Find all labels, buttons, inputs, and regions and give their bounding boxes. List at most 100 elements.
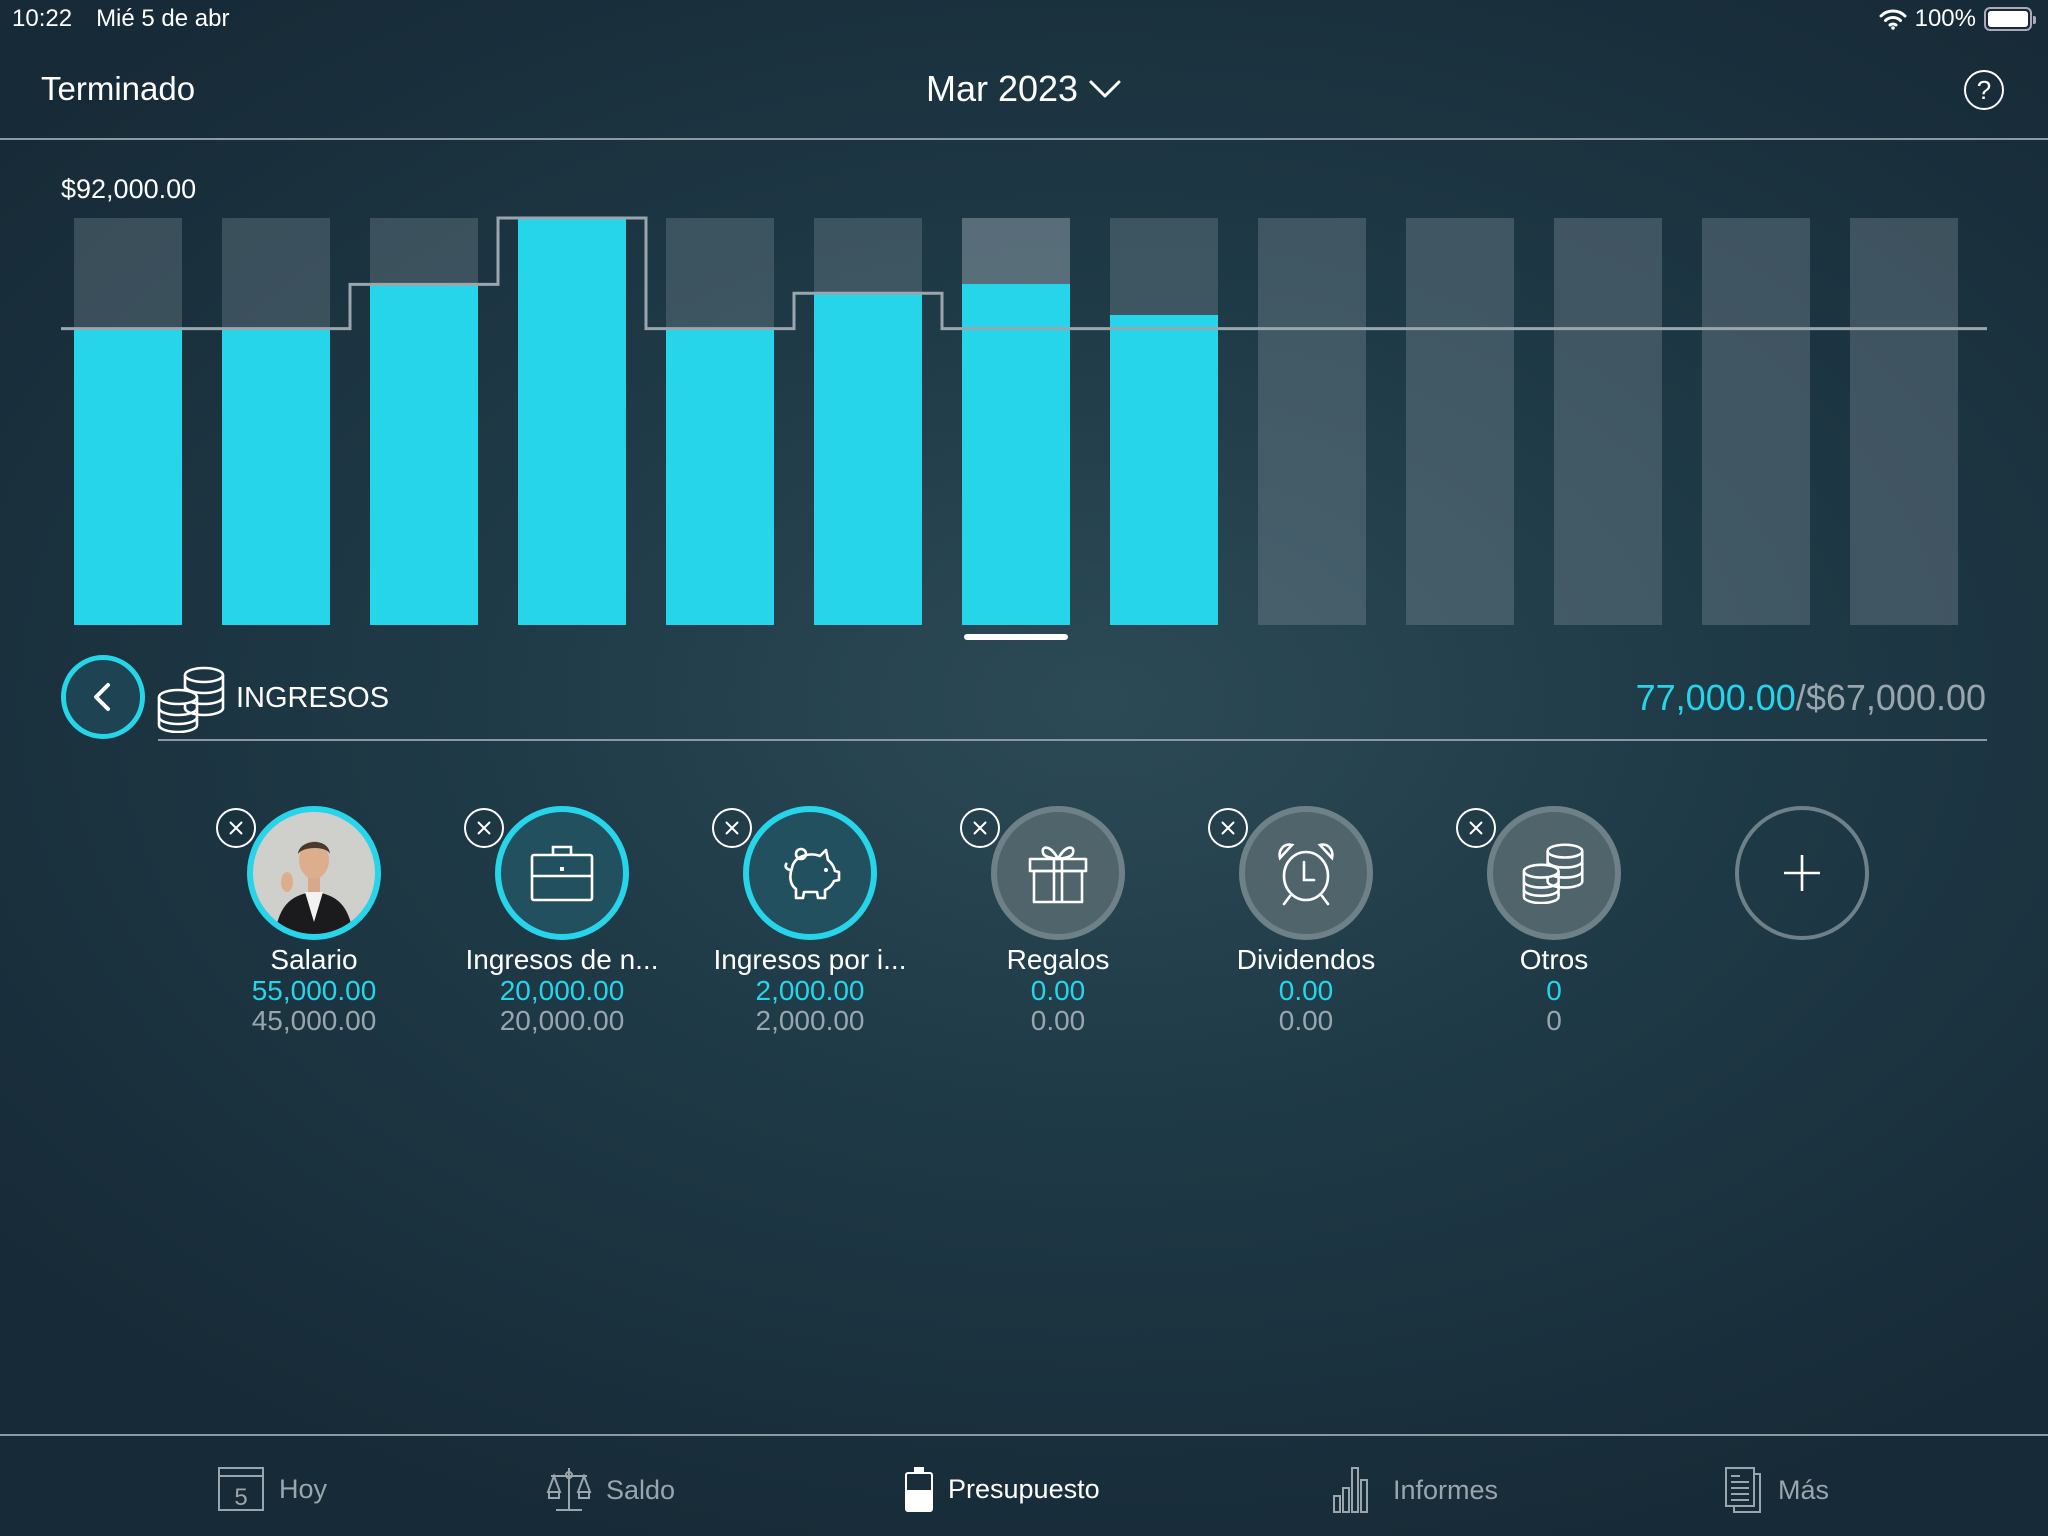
battery-icon — [1984, 7, 2036, 31]
tab-saldo[interactable]: Saldo — [546, 1466, 675, 1514]
subcategory-name: Ingresos por i... — [713, 944, 907, 975]
subcategory-circle[interactable] — [495, 806, 629, 940]
subcategory-circle[interactable] — [1487, 806, 1621, 940]
briefcase-icon — [530, 845, 594, 902]
tab-hoy[interactable]: 5 Hoy — [217, 1466, 327, 1512]
subcategory-regalos[interactable]: Regalos 0.00 0.00 — [934, 806, 1182, 1036]
chart-bar[interactable] — [666, 218, 774, 625]
remove-button[interactable] — [216, 808, 256, 848]
subcategory-name: Otros — [1519, 944, 1589, 975]
subcategory-name: Regalos — [1006, 944, 1110, 975]
subcategory-ingresos-intereses[interactable]: Ingresos por i... 2,000.00 2,000.00 — [686, 806, 934, 1036]
calendar-icon: 5 — [218, 1467, 264, 1511]
close-icon — [229, 821, 243, 835]
gift-icon — [1028, 846, 1088, 904]
nav-bar: Terminado Mar 2023 ? — [0, 40, 2048, 140]
subcategory-name: Salario — [270, 944, 358, 975]
subcategory-otros[interactable]: Otros 0 0 — [1430, 806, 1678, 1036]
chart-bar-actual — [74, 328, 182, 625]
subcategory-dividendos[interactable]: Dividendos 0.00 0.00 — [1182, 806, 1430, 1036]
tab-label: Informes — [1393, 1474, 1499, 1505]
subcategory-actual: 20,000.00 — [499, 975, 625, 1006]
coins-icon — [157, 666, 225, 733]
subcategory-circle[interactable] — [743, 806, 877, 940]
budget-chart: $92,000.00 — [0, 140, 2048, 660]
subcategory-circle[interactable] — [1239, 806, 1373, 940]
chevron-left-icon — [94, 683, 110, 711]
chart-bar[interactable] — [74, 218, 182, 625]
subcategory-circle[interactable] — [247, 806, 381, 940]
subcategory-salario[interactable]: Salario 55,000.00 45,000.00 — [190, 806, 438, 1036]
chart-bar[interactable] — [962, 218, 1070, 625]
tab-label: Más — [1778, 1474, 1830, 1505]
chart-bar-actual — [814, 293, 922, 625]
subcategory-name: Ingresos de n... — [465, 944, 659, 975]
remove-button[interactable] — [1208, 808, 1248, 848]
svg-text:5: 5 — [234, 1484, 247, 1511]
coins-icon — [1522, 843, 1584, 904]
month-title: Mar 2023 — [925, 68, 1079, 109]
close-icon — [725, 821, 739, 835]
category-separator: / — [1795, 677, 1806, 718]
tab-mas[interactable]: Más — [1724, 1466, 1829, 1514]
chart-max-label: $92,000.00 — [61, 174, 197, 204]
remove-button[interactable] — [464, 808, 504, 848]
chart-bar[interactable] — [1406, 218, 1514, 625]
remove-button[interactable] — [1456, 808, 1496, 848]
wifi-icon — [1879, 9, 1907, 30]
subcategory-budget: 2,000.00 — [755, 1005, 865, 1036]
close-icon — [1221, 821, 1235, 835]
close-icon — [973, 821, 987, 835]
tab-informes[interactable]: Informes — [1333, 1466, 1498, 1514]
subcategory-budget: 20,000.00 — [499, 1005, 625, 1036]
budget-step-line — [61, 216, 1987, 331]
status-bar: 10:22 Mié 5 de abr 100% — [0, 0, 2048, 40]
chart-bar[interactable] — [1258, 218, 1366, 625]
subcategory-circle[interactable] — [991, 806, 1125, 940]
tab-bar: 5 Hoy Saldo Presupuesto — [0, 1434, 2048, 1536]
remove-button[interactable] — [960, 808, 1000, 848]
subcategory-budget: 0.00 — [1278, 1005, 1334, 1036]
subcategory-actual: 0.00 — [1278, 975, 1334, 1006]
chart-bar[interactable] — [1554, 218, 1662, 625]
subcategory-budget: 45,000.00 — [251, 1005, 377, 1036]
chart-bar[interactable] — [1110, 218, 1218, 625]
category-actual: 77,000.00 — [1635, 677, 1796, 718]
chart-bar[interactable] — [1850, 218, 1958, 625]
category-budget: $67,000.00 — [1805, 677, 1986, 718]
chart-bar-actual — [666, 328, 774, 625]
subcategory-actual: 55,000.00 — [251, 975, 377, 1006]
chart-bar-actual — [1110, 315, 1218, 625]
add-subcategory[interactable] — [1678, 806, 1926, 940]
add-subcategory-button[interactable] — [1735, 806, 1869, 940]
chevron-down-icon — [1089, 80, 1121, 98]
done-button[interactable]: Terminado — [41, 70, 196, 107]
back-button[interactable] — [61, 655, 145, 739]
tab-label: Hoy — [279, 1473, 328, 1504]
close-icon — [1469, 821, 1483, 835]
avatar — [253, 812, 375, 934]
chart-bar[interactable] — [518, 218, 626, 625]
jar-icon — [905, 1467, 933, 1512]
month-picker[interactable]: Mar 2023 — [926, 68, 1122, 110]
chart-bar[interactable] — [814, 218, 922, 625]
category-totals: 77,000.00/$67,000.00 — [1636, 677, 1986, 719]
tab-presupuesto[interactable]: Presupuesto — [904, 1466, 1100, 1512]
chart-bar-actual — [962, 284, 1070, 625]
tab-label: Presupuesto — [948, 1473, 1100, 1504]
subcategory-ingresos-negocio[interactable]: Ingresos de n... 20,000.00 20,000.00 — [438, 806, 686, 1036]
subcategory-actual: 0.00 — [1030, 975, 1086, 1006]
status-date: Mié 5 de abr — [96, 5, 230, 32]
remove-button[interactable] — [712, 808, 752, 848]
status-time: 10:22 — [12, 5, 73, 32]
subcategory-budget: 0.00 — [1030, 1005, 1086, 1036]
chart-bar-actual — [518, 218, 626, 625]
bar-chart-icon — [1333, 1467, 1368, 1513]
subcategory-budget: 0 — [1546, 1005, 1562, 1036]
piggy-bank-icon — [784, 847, 841, 900]
plus-icon — [1784, 855, 1820, 891]
chart-bar[interactable] — [1702, 218, 1810, 625]
help-button[interactable]: ? — [1964, 70, 2004, 110]
subcategory-actual: 0 — [1546, 975, 1562, 1006]
chart-bar[interactable] — [222, 218, 330, 625]
